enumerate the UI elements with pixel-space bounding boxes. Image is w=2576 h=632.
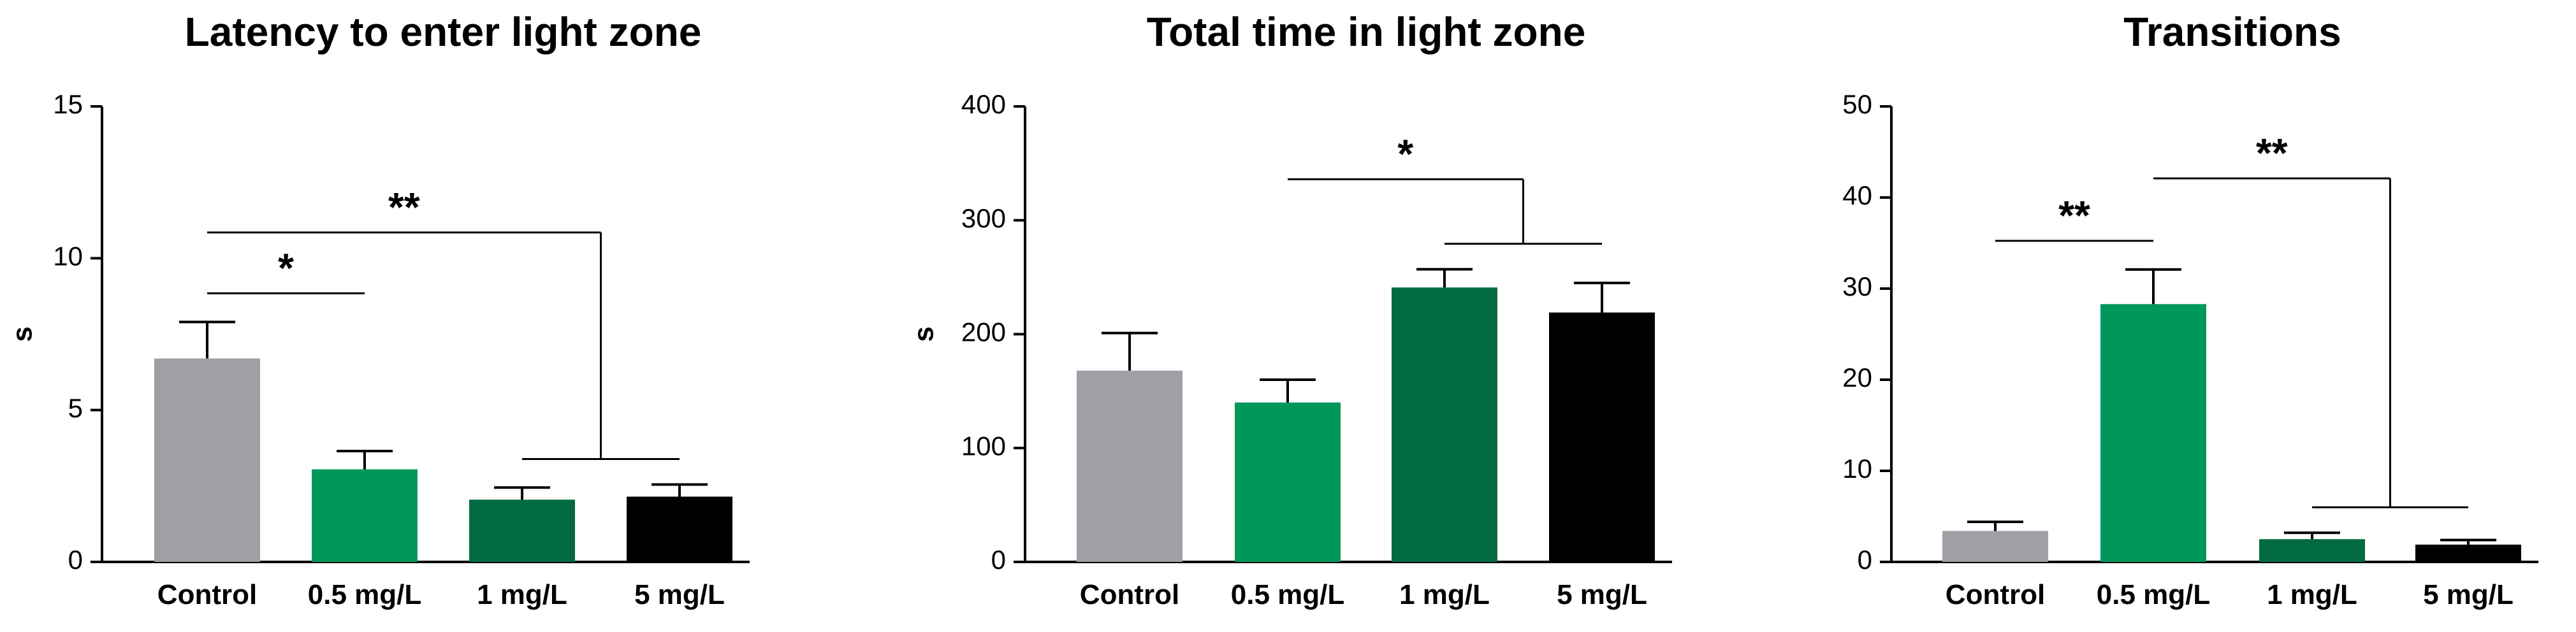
bar xyxy=(2100,304,2206,562)
chart-title: Latency to enter light zone xyxy=(185,9,702,55)
category-label: Control xyxy=(157,579,257,610)
bar xyxy=(627,496,732,562)
y-tick-label: 40 xyxy=(1842,180,1872,210)
bar xyxy=(2415,544,2521,562)
y-tick-label: 400 xyxy=(961,89,1006,119)
y-tick-label: 10 xyxy=(1842,454,1872,484)
category-label: Control xyxy=(1946,579,2045,610)
category-label: 1 mg/L xyxy=(1399,579,1490,610)
y-axis-label: s xyxy=(7,326,38,341)
category-label: 0.5 mg/L xyxy=(2097,579,2211,610)
bar xyxy=(312,469,418,562)
bar xyxy=(1942,531,2048,562)
significance-label: ** xyxy=(388,184,420,230)
y-tick-label: 20 xyxy=(1842,363,1872,392)
category-label: 5 mg/L xyxy=(2423,579,2514,610)
category-label: 1 mg/L xyxy=(2267,579,2357,610)
bar xyxy=(154,358,260,562)
y-tick-label: 0 xyxy=(68,545,83,575)
bar xyxy=(1549,312,1655,562)
y-tick-label: 15 xyxy=(53,89,83,119)
y-tick-label: 0 xyxy=(1858,545,1872,575)
chart-title: Total time in light zone xyxy=(1147,9,1586,55)
y-tick-label: 0 xyxy=(991,545,1006,575)
bar xyxy=(1392,287,1497,562)
significance-label: ** xyxy=(2256,130,2288,176)
y-tick-label: 5 xyxy=(68,393,83,423)
category-label: 5 mg/L xyxy=(634,579,725,610)
significance-label: ** xyxy=(2058,192,2090,238)
y-tick-label: 30 xyxy=(1842,271,1872,301)
category-label: Control xyxy=(1080,579,1179,610)
significance-label: * xyxy=(1397,131,1413,176)
significance-label: * xyxy=(278,245,294,291)
y-axis-label: s xyxy=(908,326,940,341)
bar xyxy=(1235,402,1341,562)
y-tick-label: 300 xyxy=(961,203,1006,233)
chart-title: Transitions xyxy=(2123,9,2341,55)
bar xyxy=(469,499,575,562)
bar xyxy=(2259,539,2365,562)
y-tick-label: 10 xyxy=(53,241,83,271)
y-tick-label: 100 xyxy=(961,431,1006,461)
category-label: 5 mg/L xyxy=(1557,579,1647,610)
y-tick-label: 50 xyxy=(1842,89,1872,119)
category-label: 0.5 mg/L xyxy=(308,579,422,610)
category-label: 0.5 mg/L xyxy=(1231,579,1345,610)
bar xyxy=(1077,370,1182,562)
category-label: 1 mg/L xyxy=(477,579,567,610)
y-tick-label: 200 xyxy=(961,317,1006,347)
